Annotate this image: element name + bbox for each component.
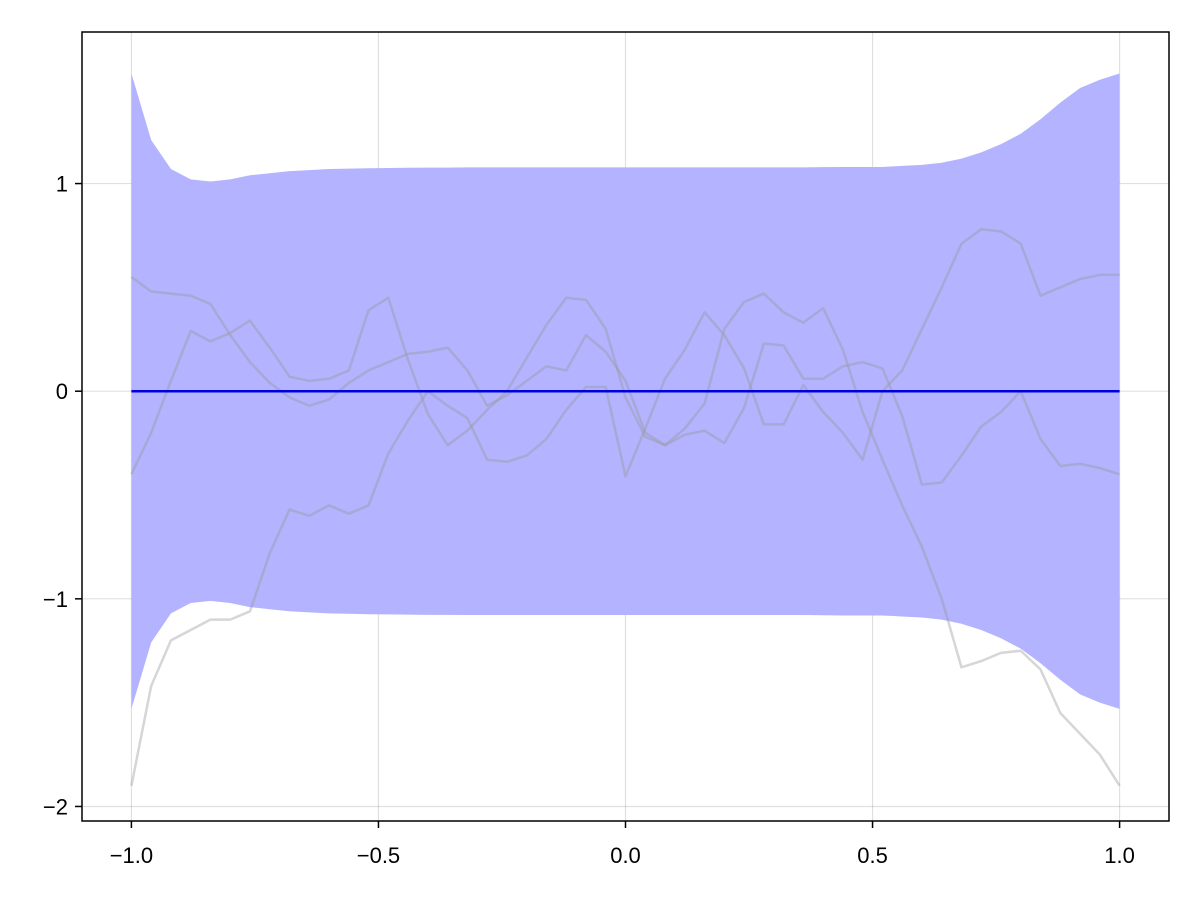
y-tick-label: −1 <box>43 587 68 612</box>
axis-ticks <box>75 182 1121 828</box>
y-tick-labels: −2 −1 0 1 <box>43 172 68 820</box>
sample-line <box>130 292 1121 787</box>
sample-lines-layer <box>130 228 1121 787</box>
sample-line <box>130 276 1120 486</box>
x-tick-label: −1.0 <box>110 843 153 868</box>
sample-line <box>130 228 1120 786</box>
y-tick-label: −2 <box>43 794 68 819</box>
y-tick-label: 1 <box>56 172 68 197</box>
x-tick-labels: −1.0 −0.5 0.0 0.5 1.0 <box>110 843 1135 868</box>
x-tick-label: 0.5 <box>857 843 888 868</box>
y-tick-label: 0 <box>56 379 68 404</box>
x-tick-label: −0.5 <box>357 843 400 868</box>
x-tick-label: 0.0 <box>610 843 641 868</box>
x-tick-label: 1.0 <box>1104 843 1135 868</box>
